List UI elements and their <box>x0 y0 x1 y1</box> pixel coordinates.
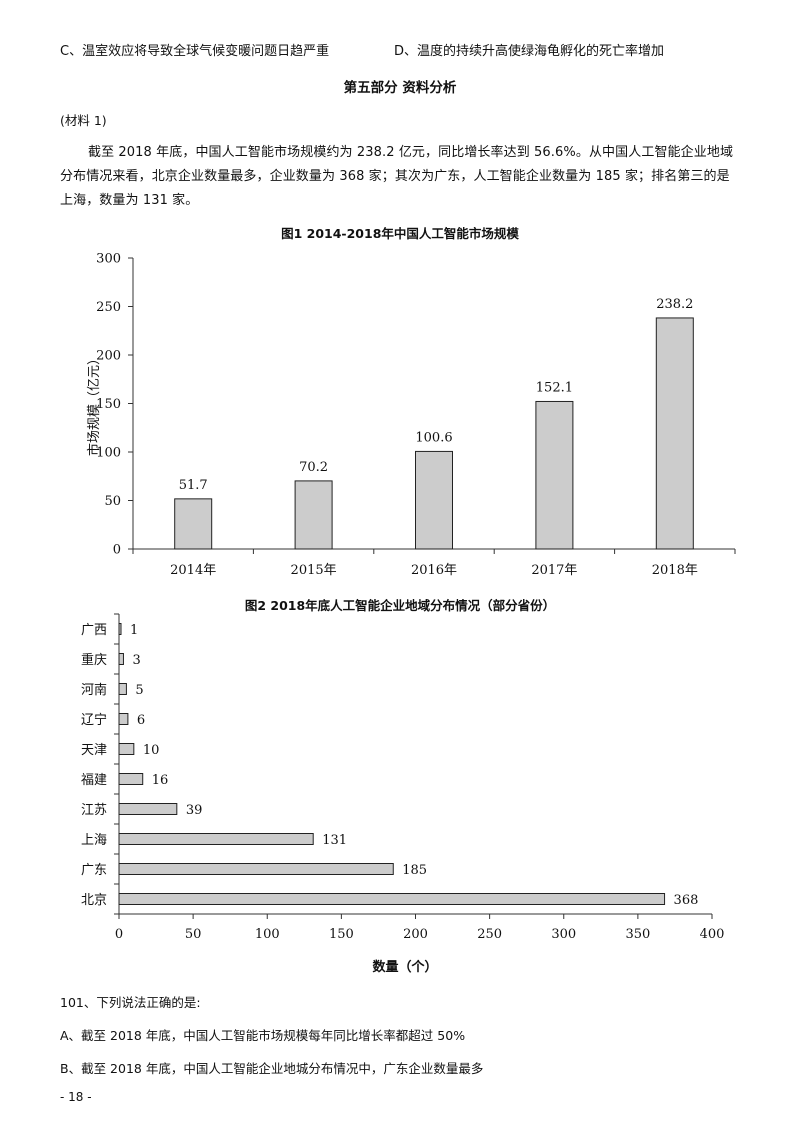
chart2-bar <box>118 653 124 665</box>
chart2-bar <box>118 863 394 875</box>
chart2-y-tick-label: 上海 <box>81 833 107 848</box>
chart1-data-label: 70.2 <box>299 460 328 475</box>
chart2-bar <box>118 713 129 725</box>
chart1-market-size: 0 50 100 150 200 250 300 51.7 2014年 70.2 2015年 100.… <box>86 252 736 578</box>
chart2-x-tick-label: 200 <box>403 927 428 942</box>
question-stem: 101、下列说法正确的是: <box>60 995 201 1010</box>
chart2-x-tick-label: 100 <box>255 927 280 942</box>
chart2-title: 图2 2018年底人工智能企业地域分布情况（部分省份） <box>244 598 556 613</box>
chart1-y-tick-label: 0 <box>113 543 121 558</box>
chart1-y-tick-label: 50 <box>104 494 121 509</box>
chart1-bar <box>415 450 453 550</box>
chart2-bar <box>118 773 144 785</box>
chart1-x-tick-label: 2017年 <box>531 563 577 578</box>
chart2-data-label: 3 <box>132 653 140 668</box>
chart2-data-label: 16 <box>152 773 169 788</box>
chart2-y-tick-label: 北京 <box>81 893 107 908</box>
chart2-x-tick-label: 250 <box>477 927 502 942</box>
chart1-data-label: 238.2 <box>656 297 693 312</box>
chart1-x-tick-label: 2018年 <box>652 563 698 578</box>
chart1-bar <box>655 317 694 550</box>
chart1-x-tick-label: 2016年 <box>411 563 457 578</box>
chart2-x-tick-label: 150 <box>329 927 354 942</box>
material-paragraph: 截至 2018 年底，中国人工智能市场规模约为 238.2 亿元，同比增长率达到… <box>60 145 734 208</box>
chart2-bar <box>118 623 122 635</box>
option-a: A、截至 2018 年底，中国人工智能市场规模每年同比增长率都超过 50% <box>60 1028 466 1043</box>
chart1-x-tick-label: 2015年 <box>291 563 337 578</box>
material-label: (材料 1) <box>60 113 107 128</box>
option-d-prev: D、温度的持续升高使绿海龟孵化的死亡率增加 <box>394 44 665 59</box>
chart2-x-tick-label: 300 <box>551 927 576 942</box>
option-b: B、截至 2018 年底，中国人工智能企业地城分布情况中，广东企业数量最多 <box>60 1061 484 1076</box>
chart1-title: 图1 2014-2018年中国人工智能市场规模 <box>281 226 519 241</box>
chart2-data-label: 5 <box>135 683 143 698</box>
chart1-data-label: 152.1 <box>536 380 573 395</box>
chart2-y-tick-label: 广西 <box>81 623 107 638</box>
page-number: - 18 - <box>60 1090 92 1104</box>
chart1-y-tick-label: 200 <box>96 349 121 364</box>
chart2-data-label: 131 <box>322 833 347 848</box>
chart1-bar <box>174 498 213 550</box>
chart1-bar <box>535 400 574 550</box>
chart2-x-tick-label: 0 <box>115 927 123 942</box>
chart2-bar <box>118 893 666 905</box>
chart1-bar <box>294 480 333 550</box>
chart1-y-axis-label: 市场规模（亿元） <box>86 352 102 456</box>
chart2-data-label: 10 <box>143 743 160 758</box>
chart1-data-label: 100.6 <box>415 430 452 445</box>
section-title: 第五部分 资料分析 <box>343 80 457 96</box>
chart1-y-tick-label: 100 <box>96 446 121 461</box>
option-c-prev: C、温室效应将导致全球气候变暖问题日趋严重 <box>60 44 330 59</box>
chart2-data-label: 39 <box>186 803 203 818</box>
chart1-x-tick-label: 2014年 <box>170 563 216 578</box>
chart1-y-tick-label: 300 <box>96 252 121 267</box>
chart2-x-tick-label: 400 <box>700 927 725 942</box>
chart2-y-tick-label: 辽宁 <box>81 712 107 728</box>
chart2-data-label: 6 <box>137 713 145 728</box>
chart2-y-tick-label: 天津 <box>81 743 107 758</box>
chart2-y-tick-label: 重庆 <box>81 652 107 668</box>
chart2-data-label: 185 <box>402 863 427 878</box>
chart2-x-axis-label: 数量（个） <box>372 959 437 975</box>
chart1-y-tick-label: 250 <box>96 300 121 315</box>
chart1-y-tick-label: 150 <box>96 397 121 412</box>
chart2-x-tick-label: 350 <box>625 927 650 942</box>
chart2-bar <box>118 833 314 845</box>
chart2-bar <box>118 683 127 695</box>
chart2-bar <box>118 743 135 755</box>
chart1-data-label: 51.7 <box>179 478 208 493</box>
chart2-data-label: 368 <box>674 893 699 908</box>
chart2-y-tick-label: 广东 <box>81 863 107 878</box>
chart2-y-tick-label: 福建 <box>81 773 107 788</box>
chart2-y-tick-label: 江苏 <box>81 802 107 818</box>
chart2-x-tick-label: 50 <box>185 927 202 942</box>
chart2-bar <box>118 803 178 815</box>
chart2-data-label: 1 <box>130 623 138 638</box>
chart2-y-tick-label: 河南 <box>81 682 107 698</box>
